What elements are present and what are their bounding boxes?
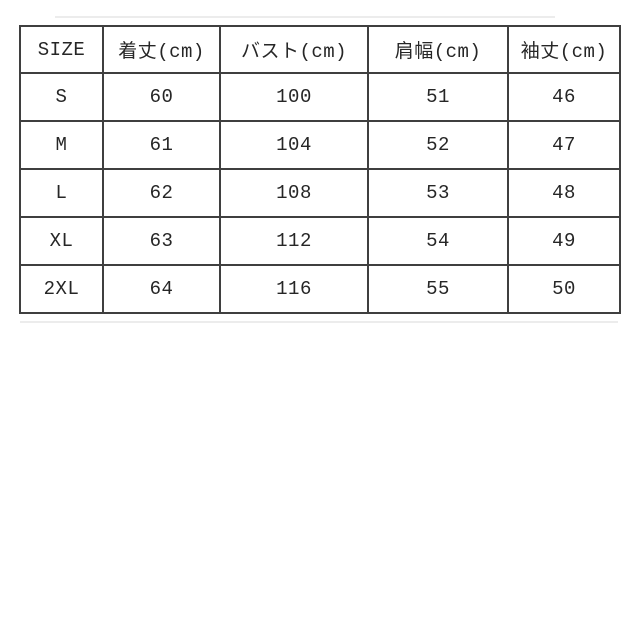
table-row-s: S 60 100 51 46 bbox=[19, 72, 621, 122]
size-label: XL bbox=[19, 216, 104, 266]
shoulder-width-value: 51 bbox=[367, 72, 509, 122]
body-length-value: 61 bbox=[102, 120, 221, 170]
sleeve-length-value: 47 bbox=[507, 120, 621, 170]
header-shoulder-width: 肩幅(cm) bbox=[367, 25, 509, 74]
size-label: S bbox=[19, 72, 104, 122]
shoulder-width-value: 53 bbox=[367, 168, 509, 218]
body-length-value: 62 bbox=[102, 168, 221, 218]
size-label: 2XL bbox=[19, 264, 104, 314]
header-size: SIZE bbox=[19, 25, 104, 74]
body-length-value: 63 bbox=[102, 216, 221, 266]
bust-value: 100 bbox=[219, 72, 369, 122]
table-row-m: M 61 104 52 47 bbox=[19, 120, 621, 170]
shoulder-width-value: 55 bbox=[367, 264, 509, 314]
body-length-value: 64 bbox=[102, 264, 221, 314]
header-sleeve-length: 袖丈(cm) bbox=[507, 25, 621, 74]
table-row-l: L 62 108 53 48 bbox=[19, 168, 621, 218]
size-chart-table: SIZE 着丈(cm) バスト(cm) 肩幅(cm) 袖丈(cm) S 60 1… bbox=[19, 25, 621, 314]
table-row-xl: XL 63 112 54 49 bbox=[19, 216, 621, 266]
scan-artifact-top bbox=[55, 16, 555, 18]
sleeve-length-value: 48 bbox=[507, 168, 621, 218]
size-label: L bbox=[19, 168, 104, 218]
sleeve-length-value: 50 bbox=[507, 264, 621, 314]
table-row-2xl: 2XL 64 116 55 50 bbox=[19, 264, 621, 314]
sleeve-length-value: 46 bbox=[507, 72, 621, 122]
shoulder-width-value: 52 bbox=[367, 120, 509, 170]
sleeve-length-value: 49 bbox=[507, 216, 621, 266]
size-label: M bbox=[19, 120, 104, 170]
bust-value: 112 bbox=[219, 216, 369, 266]
scan-artifact-bottom bbox=[20, 321, 618, 323]
header-body-length: 着丈(cm) bbox=[102, 25, 221, 74]
bust-value: 104 bbox=[219, 120, 369, 170]
shoulder-width-value: 54 bbox=[367, 216, 509, 266]
bust-value: 116 bbox=[219, 264, 369, 314]
bust-value: 108 bbox=[219, 168, 369, 218]
header-row: SIZE 着丈(cm) バスト(cm) 肩幅(cm) 袖丈(cm) bbox=[19, 25, 621, 74]
header-bust: バスト(cm) bbox=[219, 25, 369, 74]
body-length-value: 60 bbox=[102, 72, 221, 122]
